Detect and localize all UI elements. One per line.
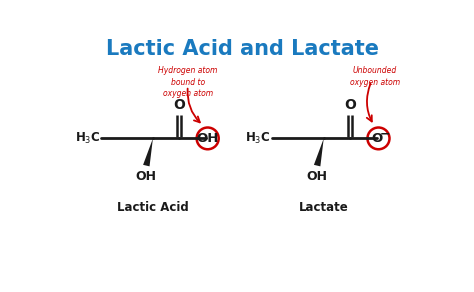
Text: O: O: [371, 132, 382, 145]
Text: acne.org: acne.org: [384, 273, 438, 283]
Text: Lactic Acid and Lactate: Lactic Acid and Lactate: [107, 39, 379, 59]
Polygon shape: [143, 138, 153, 166]
Text: H$_3$C: H$_3$C: [246, 131, 271, 146]
Polygon shape: [314, 138, 324, 166]
Text: O: O: [173, 98, 185, 112]
Text: OH: OH: [136, 170, 157, 183]
Text: Lactic Acid: Lactic Acid: [117, 201, 189, 214]
Text: Lactate: Lactate: [299, 201, 348, 214]
Text: H$_3$C: H$_3$C: [74, 131, 100, 146]
Text: OH: OH: [196, 132, 219, 145]
Text: Hydrogen atom
bound to
oxygen atom: Hydrogen atom bound to oxygen atom: [158, 66, 218, 98]
Text: O: O: [344, 98, 356, 112]
Text: −: −: [380, 128, 391, 140]
Text: Unbounded
oxygen atom: Unbounded oxygen atom: [350, 66, 400, 87]
Text: OH: OH: [307, 170, 328, 183]
